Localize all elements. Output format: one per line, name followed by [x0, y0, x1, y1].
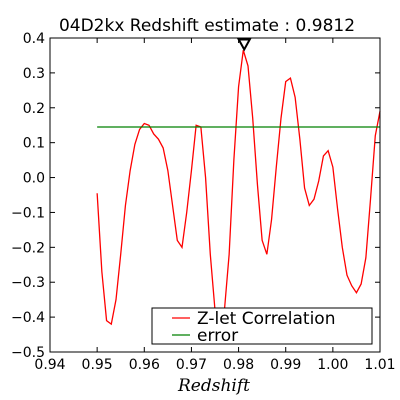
x-tick-label: 0.98 [223, 357, 254, 373]
x-tick-label: 0.99 [270, 357, 301, 373]
x-tick-label: 0.96 [129, 357, 160, 373]
y-tick-label: 0.3 [23, 66, 45, 82]
y-tick-label: −0.1 [11, 205, 45, 221]
x-axis-label: Redshift [177, 376, 250, 396]
plot-area: 0.94 0.95 0.96 0.97 0.98 0.99 1.00 1.01 −0.5 −0.4… [11, 31, 396, 373]
y-tick-label: −0.4 [11, 310, 45, 326]
y-tick-label: −0.3 [11, 275, 45, 291]
y-tick-label: 0.1 [23, 136, 45, 152]
legend-box [151, 307, 373, 345]
y-tick-label: 0.4 [23, 31, 45, 47]
legend-label-error: error [197, 326, 238, 346]
x-tick-label: 0.97 [176, 357, 207, 373]
y-tick-label: 0.0 [23, 171, 45, 187]
x-tick-label: 0.94 [34, 357, 65, 373]
y-tick-label: −0.5 [11, 345, 45, 361]
correlation-series-line [96, 50, 381, 326]
legend-label-correlation: Z-let Correlation [197, 309, 335, 329]
chart-title: 04D2kx Redshift estimate : 0.9812 [59, 16, 355, 36]
axes-frame [49, 37, 381, 353]
y-tick-label: −0.2 [11, 240, 45, 256]
redshift-estimate-marker [237, 38, 252, 52]
x-tick-label: 0.95 [82, 357, 113, 373]
y-tick-label: 0.2 [23, 101, 45, 117]
x-tick-label: 1.00 [317, 357, 348, 373]
x-tick-label: 1.01 [364, 357, 395, 373]
